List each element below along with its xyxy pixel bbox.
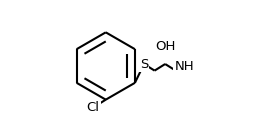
Text: S: S [140,58,148,70]
Text: OH: OH [155,40,175,53]
Text: NH: NH [174,60,194,73]
Text: Cl: Cl [87,101,100,114]
